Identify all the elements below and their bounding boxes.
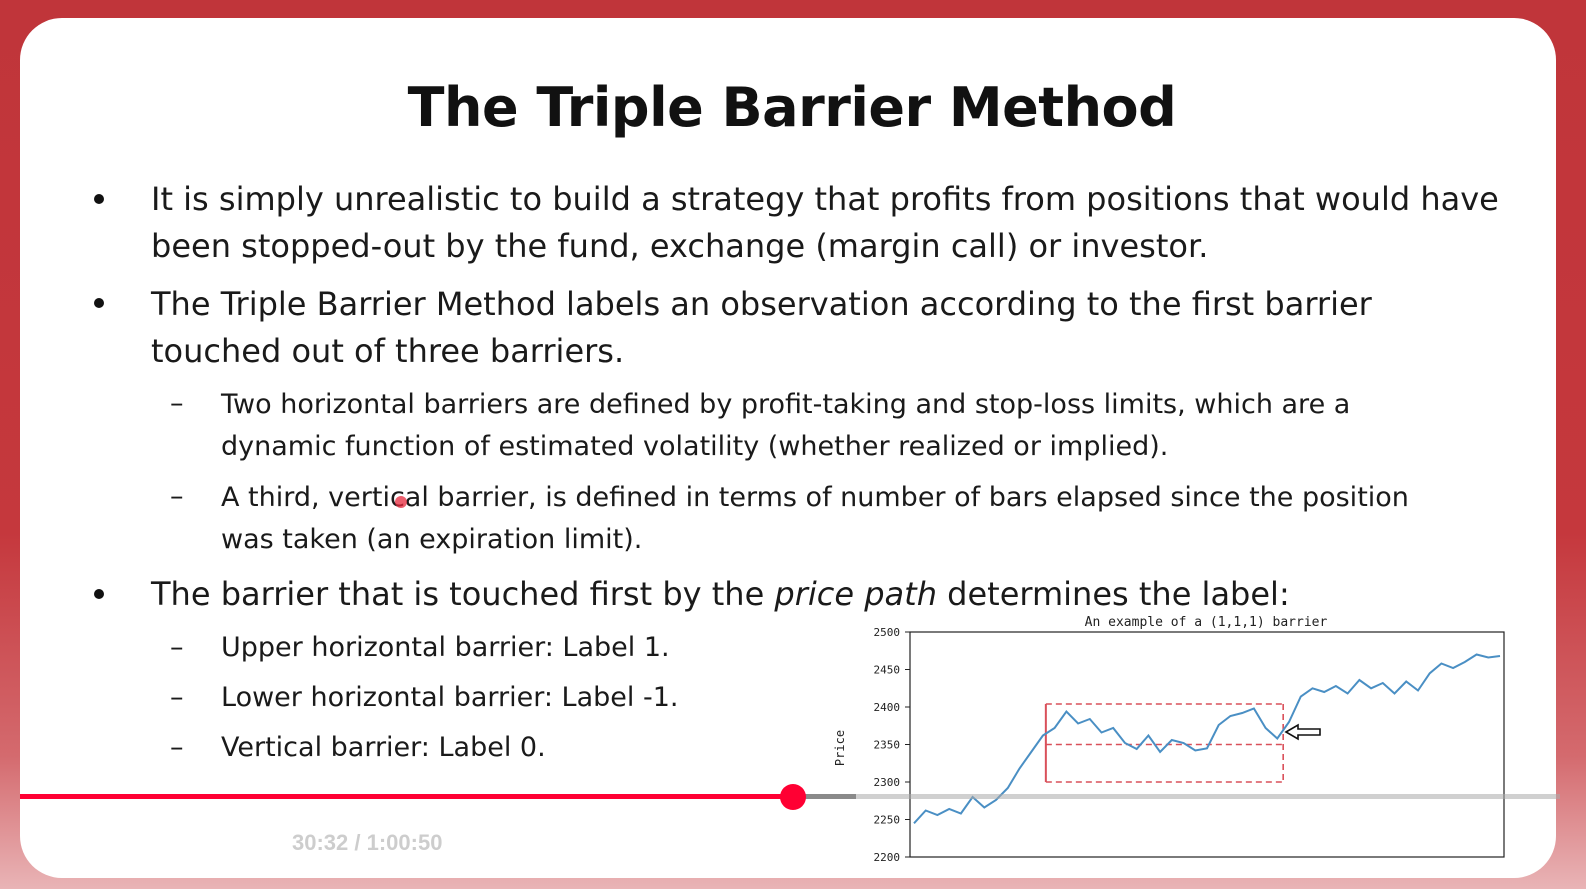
y-tick-label: 2500 [874, 626, 901, 639]
y-tick-label: 2300 [874, 776, 901, 789]
bullet-marker [94, 589, 104, 599]
bullet-3-prefix: The barrier that is touched first by the [151, 575, 775, 613]
bullet-2-line-2: touched out of three barriers. [151, 332, 625, 370]
sub-bullet-3b: Lower horizontal barrier: Label -1. [221, 682, 679, 713]
bullet-marker [94, 194, 104, 204]
sub-bullet-2a-line-1: Two horizontal barriers are defined by p… [221, 389, 1351, 420]
sub-bullet-3a: Upper horizontal barrier: Label 1. [221, 632, 670, 663]
bullet-1-line-2: been stopped-out by the fund, exchange (… [151, 227, 1209, 265]
y-axis-label: Price [833, 730, 847, 766]
sub-bullet-3c: Vertical barrier: Label 0. [221, 732, 546, 763]
plot-frame [909, 631, 1505, 858]
y-tick-label: 2350 [874, 739, 901, 752]
bullet-marker [94, 298, 104, 308]
y-tick-label: 2200 [874, 851, 901, 864]
chart-title: An example of a (1,1,1) barrier [1085, 615, 1328, 630]
bullet-2-line-1: The Triple Barrier Method labels an obse… [151, 285, 1372, 323]
sub-bullet-dash: – [170, 682, 184, 713]
progress-buffered [793, 794, 857, 799]
bullet-3-suffix: determines the label: [936, 575, 1290, 613]
price-path-line [913, 653, 1501, 824]
progress-played [20, 794, 794, 799]
slide-title: The Triple Barrier Method [407, 76, 1177, 139]
sub-bullet-dash: – [170, 632, 184, 663]
sub-bullet-2b-line-1: A third, vertical barrier, is defined in… [221, 482, 1409, 513]
scrubber-handle[interactable] [780, 784, 807, 810]
sub-bullet-dash: – [170, 481, 184, 512]
bullet-3-emphasis: price path [774, 575, 937, 613]
barrier-chart: An example of a (1,1,1) barrier Price 25… [833, 615, 1505, 864]
sub-bullet-dash: – [170, 732, 184, 763]
bullet-1-line-1: It is simply unrealistic to build a stra… [151, 180, 1499, 218]
touch-arrow [1284, 723, 1321, 741]
pointer-cursor [395, 496, 407, 508]
y-tick-label: 2250 [874, 814, 901, 827]
bullet-3-text: The barrier that is touched first by the… [151, 571, 1290, 618]
sub-bullet-2b-line-2: was taken (an expiration limit). [221, 524, 643, 555]
y-tick-label: 2400 [874, 701, 901, 714]
sub-bullet-dash: – [170, 388, 184, 419]
sub-bullet-2a-line-2: dynamic function of estimated volatility… [221, 431, 1169, 462]
y-tick-label: 2450 [874, 664, 901, 677]
slide: The Triple Barrier Method It is simply u… [20, 18, 1556, 878]
time-display: 30:32 / 1:00:50 [292, 830, 443, 855]
